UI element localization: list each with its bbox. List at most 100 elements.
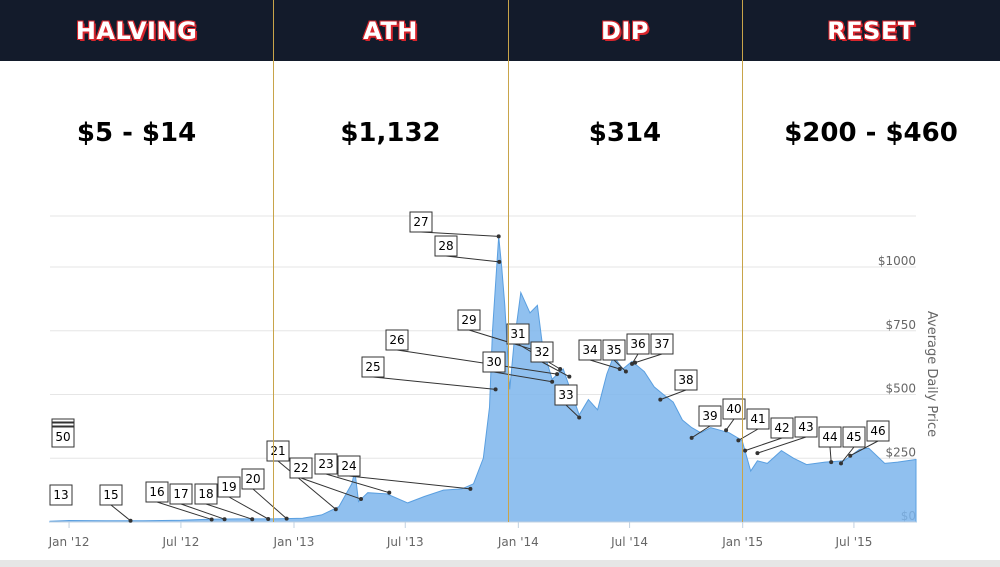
- annotation-label: 27: [413, 215, 428, 229]
- annotation-leader-line: [300, 477, 362, 500]
- x-tick-label: Jul '15: [834, 535, 872, 549]
- annotation-leader-line: [445, 255, 500, 263]
- annotation-point: [689, 435, 694, 440]
- annotation-box: [385, 329, 409, 351]
- annotation-box: [457, 309, 481, 331]
- annotation-point: [829, 460, 834, 465]
- annotation-leader-line: [372, 376, 496, 390]
- x-tick-label: Jul '12: [161, 535, 199, 549]
- annotation-label: 44: [822, 430, 837, 444]
- annotation-box: [169, 483, 193, 505]
- annotation-leader-line: [589, 359, 620, 370]
- annotation-box: [602, 339, 626, 361]
- annotation-point: [736, 438, 741, 443]
- annotation-leader-line: [613, 359, 627, 372]
- annotation-leader-line: [180, 503, 225, 520]
- annotation-point: [658, 397, 663, 402]
- annotation-box: [361, 356, 385, 378]
- annotation-point: [839, 461, 844, 466]
- annotation-label: 32: [534, 345, 549, 359]
- annotation-box-stack: [51, 422, 75, 427]
- annotation-box: [842, 426, 866, 448]
- annotation-point: [617, 367, 622, 371]
- phase-header-bar: [0, 0, 1000, 61]
- annotation-leader-line: [725, 418, 735, 431]
- x-tick-label: Jul '14: [610, 535, 648, 549]
- annotation-box: [145, 481, 169, 503]
- annotation-label: 29: [461, 313, 476, 327]
- annotation-label: 39: [702, 409, 717, 423]
- annotation-point: [250, 517, 255, 522]
- x-tick-label: Jan '12: [48, 535, 90, 549]
- phase-price-halving: $5 - $14: [76, 118, 197, 148]
- annotation-point: [128, 518, 133, 523]
- annotation-leader-line: [738, 428, 759, 441]
- annotation-label: 26: [389, 333, 404, 347]
- annotation-box: [530, 341, 554, 363]
- annotation-point: [387, 490, 392, 495]
- annotation-box: [314, 453, 338, 475]
- annotation-box: [746, 408, 770, 430]
- annotation-label: 22: [293, 461, 308, 475]
- annotation-point: [630, 361, 635, 366]
- annotation-label: 45: [846, 430, 861, 444]
- annotation-leader-line: [348, 475, 471, 490]
- annotation-point: [555, 372, 560, 377]
- annotation-point: [497, 259, 502, 264]
- annotation-box: [698, 405, 722, 427]
- annotation-point: [848, 453, 853, 458]
- x-tick-label: Jan '13: [273, 535, 315, 549]
- annotation-label: 34: [582, 343, 597, 357]
- annotation-point: [567, 374, 572, 379]
- phase-divider: [742, 0, 743, 522]
- phase-price-reset: $200 - $460: [784, 118, 958, 148]
- annotation-box: [770, 417, 794, 439]
- annotation-label: 17: [173, 487, 188, 501]
- annotation-label: 42: [774, 421, 789, 435]
- annotation-point: [633, 360, 638, 365]
- annotation-point: [743, 448, 748, 453]
- annotation-box: [266, 440, 290, 462]
- annotation-box: [194, 483, 218, 505]
- phase-divider: [508, 0, 509, 522]
- annotation-label: 21: [270, 444, 285, 458]
- price-area-series: [49, 236, 917, 523]
- annotation-box: [674, 369, 698, 391]
- annotation-leader-line: [829, 446, 832, 463]
- annotation-point: [209, 517, 214, 522]
- annotation-box: [554, 384, 578, 406]
- annotation-label: 33: [558, 388, 573, 402]
- phase-divider: [273, 0, 274, 522]
- annotation-point: [222, 517, 227, 522]
- annotation-leader-line: [252, 488, 287, 520]
- annotation-leader-line: [541, 361, 570, 378]
- annotation-box: [49, 484, 73, 506]
- annotation-box: [217, 476, 241, 498]
- annotation-box: [866, 420, 890, 442]
- x-tick-label: Jan '14: [497, 535, 539, 549]
- y-tick-label: $500: [885, 382, 916, 396]
- annotation-label: 30: [486, 355, 501, 369]
- annotation-leader-line: [396, 349, 558, 375]
- annotation-box: [434, 235, 458, 257]
- x-tick-label: Jul '13: [386, 535, 424, 549]
- annotation-label: 16: [149, 485, 164, 499]
- annotation-point: [755, 451, 760, 456]
- y-axis-title: Average Daily Price: [924, 311, 939, 437]
- annotation-box: [409, 211, 433, 233]
- annotation-label: 20: [245, 472, 260, 486]
- annotation-leader-line: [156, 501, 212, 520]
- annotation-box: [337, 455, 361, 477]
- annotation-label: 36: [630, 337, 645, 351]
- annotation-point: [358, 497, 363, 502]
- annotation-label: 31: [510, 327, 525, 341]
- annotation-label: 43: [798, 420, 813, 434]
- phase-label-reset: RESET: [827, 16, 915, 45]
- annotation-label: 19: [221, 480, 236, 494]
- annotation-leader-line: [840, 446, 855, 464]
- annotation-label: 46: [870, 424, 885, 438]
- annotation-leader-line: [420, 231, 499, 237]
- annotation-label: 40: [726, 402, 741, 416]
- annotation-leader-line: [110, 504, 131, 522]
